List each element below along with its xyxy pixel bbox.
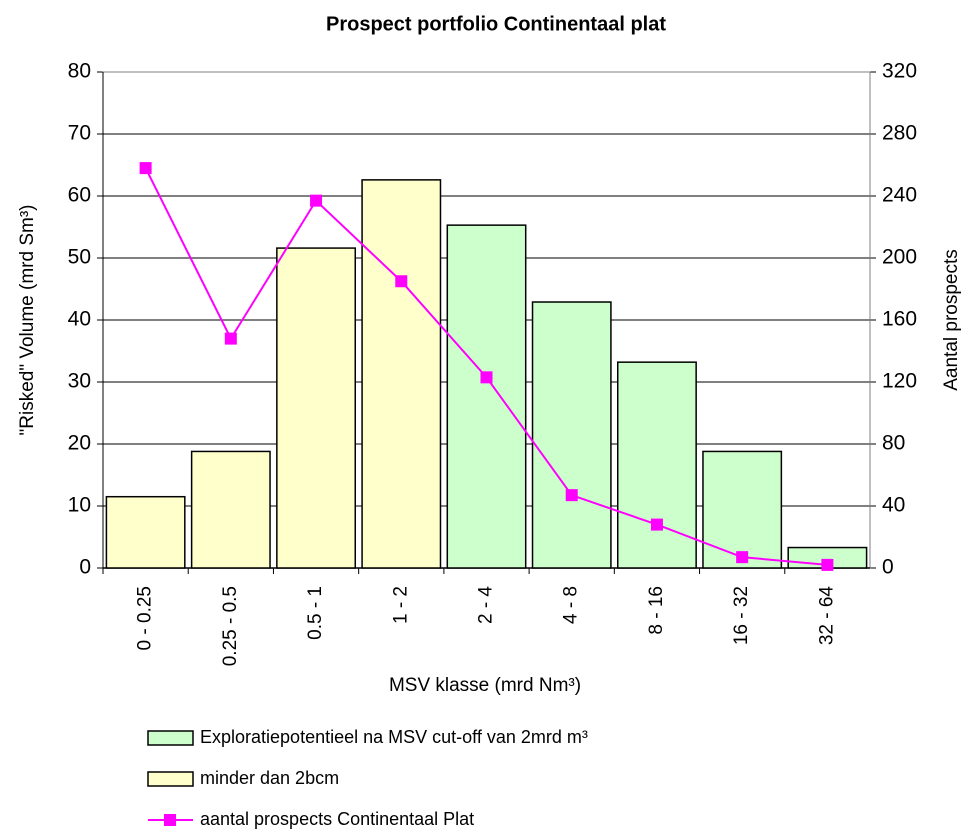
legend-label: minder dan 2bcm — [200, 768, 339, 788]
legend-swatch — [147, 771, 194, 787]
y2-tick-label: 80 — [882, 432, 905, 455]
marker — [139, 162, 152, 175]
y-tick-label: 50 — [68, 246, 91, 269]
y2-tick-label: 200 — [882, 246, 917, 269]
x-tick-label: 0 - 0.25 — [135, 586, 156, 650]
marker — [736, 551, 749, 564]
x-tick-label: 4 - 8 — [561, 586, 582, 624]
bar — [105, 495, 186, 569]
x-tick-label: 1 - 2 — [390, 586, 411, 624]
y2-tick-label: 320 — [882, 60, 917, 83]
y-tick-label: 40 — [68, 308, 91, 331]
x-tick-label: 16 - 32 — [731, 586, 752, 645]
y2-tick-label: 120 — [882, 370, 917, 393]
y-tick-label: 20 — [68, 432, 91, 455]
y-tick-label: 30 — [68, 370, 91, 393]
y2-tick-label: 40 — [882, 494, 905, 517]
x-tick-label: 32 - 64 — [816, 586, 837, 646]
y-tick-label: 80 — [68, 60, 91, 83]
x-tick-label: 8 - 16 — [646, 586, 667, 635]
legend-label: aantal prospects Continentaal Plat — [200, 809, 474, 829]
legend-label: Exploratiepotentieel na MSV cut-off van … — [200, 727, 588, 747]
marker — [565, 489, 578, 502]
y2-tick-label: 280 — [882, 122, 917, 145]
marker — [224, 332, 237, 345]
x-axis-title: MSV klasse (mrd Nm³) — [389, 675, 581, 696]
y2-axis-title: Aantal prospects — [941, 249, 962, 391]
y-tick-label: 0 — [79, 556, 91, 579]
x-tick-label: 0.5 - 1 — [305, 586, 326, 640]
marker — [480, 371, 493, 384]
marker — [395, 275, 408, 288]
y-tick-label: 70 — [68, 122, 91, 145]
chart-title: Prospect portfolio Continentaal plat — [326, 13, 666, 35]
y2-tick-label: 0 — [882, 556, 894, 579]
x-tick-label: 0.25 - 0.5 — [220, 586, 241, 666]
y2-tick-label: 240 — [882, 184, 917, 207]
y-tick-label: 60 — [68, 184, 91, 207]
marker — [310, 194, 323, 207]
legend-swatch — [147, 730, 194, 746]
bar — [616, 361, 697, 569]
bar — [276, 247, 357, 569]
legend-marker — [164, 814, 176, 826]
marker — [821, 558, 834, 571]
y-tick-label: 10 — [68, 494, 91, 517]
marker — [650, 518, 663, 531]
bar — [361, 179, 442, 569]
y-axis-title: "Risked" Volume (mrd Sm³) — [17, 205, 38, 436]
bar — [190, 450, 271, 569]
bar — [446, 224, 527, 569]
bar — [702, 450, 783, 569]
bar — [531, 301, 612, 569]
x-tick-label: 2 - 4 — [476, 586, 497, 624]
y2-tick-label: 160 — [882, 308, 917, 331]
